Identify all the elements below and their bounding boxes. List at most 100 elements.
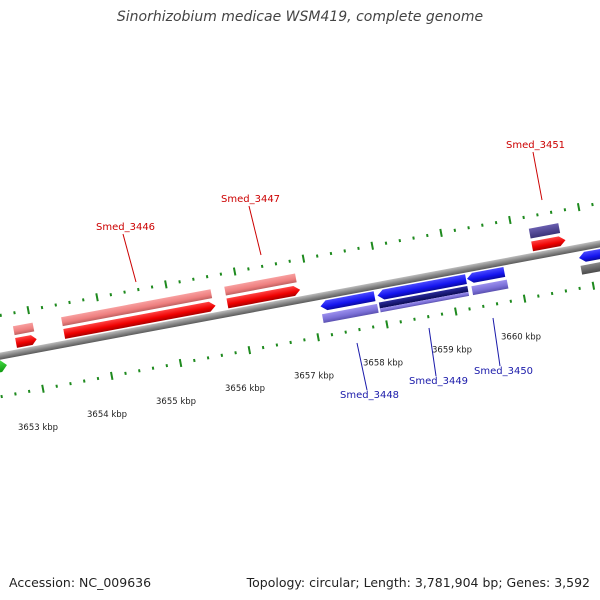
reverse-tick [509, 299, 513, 303]
forward-tick [384, 241, 388, 245]
scale-label: 3653 kbp [18, 423, 58, 433]
forward-tick [343, 249, 346, 253]
forward-tick [219, 272, 223, 276]
cds-smed-3449[interactable] [377, 274, 467, 300]
track-group [0, 202, 600, 399]
gene-left-small[interactable] [12, 322, 35, 336]
reverse-tick [385, 320, 389, 329]
forward-tick [591, 202, 594, 207]
gene-smed-3446[interactable] [61, 289, 213, 327]
forward-tick [329, 251, 333, 256]
forward-tick [563, 208, 567, 212]
gene-label-leader [492, 317, 501, 367]
forward-tick [150, 285, 154, 289]
reverse-tick [193, 358, 196, 363]
reverse-tick [371, 325, 375, 329]
forward-tick [68, 300, 71, 305]
forward-tick [412, 236, 415, 240]
forward-tick [123, 290, 126, 294]
reverse-tick [138, 369, 141, 373]
forward-tick [95, 293, 99, 302]
forward-tick [481, 223, 484, 227]
cds-smed-3447[interactable] [226, 285, 301, 309]
reverse-tick [247, 346, 252, 355]
forward-tick [247, 267, 250, 271]
forward-tick [576, 203, 581, 212]
reverse-tick [454, 307, 458, 316]
reverse-tick [96, 376, 100, 381]
cds-smed-3446[interactable] [63, 301, 216, 339]
forward-tick [467, 226, 470, 230]
reverse-tick [27, 389, 31, 394]
gene-smed-3450[interactable] [471, 279, 509, 296]
cds-smed-3450[interactable] [466, 267, 506, 284]
gene-label[interactable]: Smed_3450 [474, 366, 533, 377]
reverse-tick [69, 381, 72, 386]
gene-label[interactable]: Smed_3446 [96, 222, 155, 233]
cds-left-green[interactable] [0, 359, 8, 378]
reverse-tick [165, 363, 169, 368]
accession-text: Accession: NC_009636 [9, 575, 152, 590]
scale-label: 3654 kbp [87, 410, 127, 420]
reverse-tick [220, 353, 224, 357]
reverse-tick [330, 333, 334, 337]
gene-label-leader [356, 342, 368, 391]
gene-label-leader [122, 233, 137, 283]
cds-right-edge[interactable] [578, 244, 600, 263]
reverse-tick [537, 294, 540, 298]
tick-row-reverse [0, 281, 596, 399]
reverse-tick [303, 338, 306, 342]
forward-tick [288, 259, 291, 263]
gene-smed-3449-lower[interactable] [379, 291, 470, 313]
genome-summary-text: Topology: circular; Length: 3,781,904 bp… [246, 575, 590, 590]
gene-label[interactable]: Smed_3449 [409, 376, 468, 387]
gene-smed-3447[interactable] [224, 273, 297, 296]
scale-label: 3656 kbp [225, 384, 265, 394]
forward-tick [205, 275, 209, 279]
reverse-tick [427, 315, 430, 319]
forward-tick [508, 215, 512, 225]
scale-label: 3659 kbp [432, 345, 472, 355]
forward-tick [178, 280, 181, 284]
gene-smed-3448[interactable] [321, 303, 379, 324]
reverse-tick [413, 317, 416, 321]
forward-tick [536, 213, 539, 217]
forward-tick [549, 210, 553, 214]
reverse-tick [41, 384, 45, 393]
reverse-tick [55, 384, 58, 388]
cds-left-small[interactable] [15, 334, 37, 348]
reverse-tick [151, 366, 155, 370]
gene-label[interactable]: Smed_3448 [340, 390, 399, 401]
forward-tick [82, 298, 85, 302]
reverse-tick [82, 379, 86, 383]
forward-tick [274, 262, 278, 266]
forward-tick [522, 215, 525, 220]
gene-label[interactable]: Smed_3451 [506, 140, 565, 151]
cds-smed-3448[interactable] [320, 291, 376, 311]
reverse-tick [468, 307, 471, 311]
reverse-tick [564, 289, 568, 293]
scale-label: 3657 kbp [294, 371, 334, 381]
gene-smed-3449[interactable] [378, 285, 469, 309]
forward-tick [164, 280, 168, 289]
forward-tick [0, 313, 2, 317]
forward-tick [357, 246, 360, 251]
reverse-tick [578, 286, 581, 291]
forward-tick [137, 287, 140, 292]
map-title: Sinorhizobium medicae WSM419, complete g… [116, 9, 484, 25]
reverse-tick [522, 294, 527, 303]
cds-smed-3451[interactable] [531, 235, 566, 252]
reverse-tick [275, 343, 279, 347]
forward-tick [439, 228, 443, 238]
gene-label[interactable]: Smed_3447 [221, 194, 280, 205]
forward-tick [260, 264, 264, 269]
reverse-tick [399, 320, 402, 324]
reverse-tick [316, 333, 320, 342]
reverse-tick [289, 340, 292, 345]
gene-smed-3451[interactable] [528, 223, 561, 239]
reverse-tick [234, 351, 237, 355]
reverse-tick [440, 312, 444, 316]
forward-tick [494, 220, 498, 225]
gene-label-layer: Smed_3446 Smed_3447 Smed_3451 Smed_3448 Smed… [96, 140, 565, 401]
feature-right-gray[interactable] [580, 256, 600, 275]
